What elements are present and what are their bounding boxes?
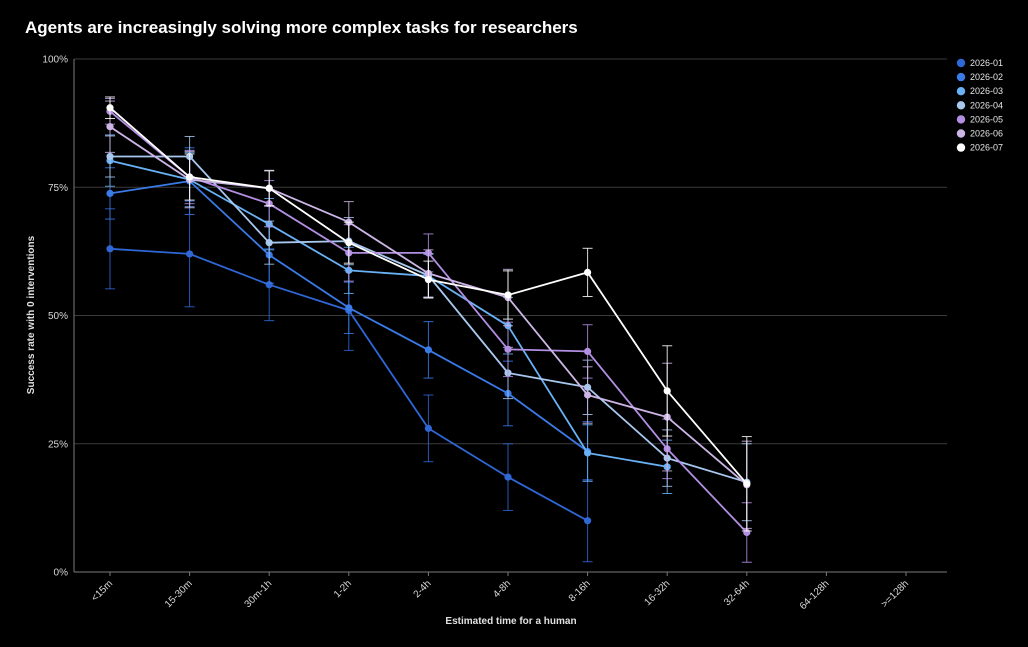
chart-title: Agents are increasingly solving more com… bbox=[25, 18, 578, 37]
legend-swatch bbox=[956, 115, 966, 124]
x-tick-label: 30m-1h bbox=[243, 578, 275, 610]
y-tick-label: 50% bbox=[48, 311, 68, 322]
data-point bbox=[663, 387, 671, 395]
data-point bbox=[504, 291, 512, 299]
data-point bbox=[265, 239, 273, 247]
data-point bbox=[106, 104, 114, 112]
y-axis-label: Success rate with 0 interventions bbox=[26, 235, 37, 394]
x-tick-label: >=128h bbox=[879, 578, 911, 610]
legend-label: 2026-06 bbox=[970, 129, 1003, 139]
x-tick-label: 2-4h bbox=[412, 578, 434, 600]
x-tick-label: 1-2h bbox=[332, 578, 354, 600]
legend-label: 2026-01 bbox=[970, 58, 1003, 68]
legend-label: 2026-07 bbox=[970, 143, 1003, 153]
x-tick-label: 15-30m bbox=[163, 578, 195, 610]
series-line bbox=[109, 159, 668, 468]
y-tick-label: 75% bbox=[48, 183, 68, 194]
series-group bbox=[105, 96, 752, 563]
data-point bbox=[424, 424, 432, 432]
data-point bbox=[584, 517, 592, 525]
data-point bbox=[584, 391, 592, 399]
data-point bbox=[424, 346, 432, 354]
legend-swatch bbox=[956, 58, 966, 68]
data-point bbox=[186, 173, 194, 181]
data-point bbox=[345, 304, 353, 312]
series-2026-02 bbox=[105, 147, 593, 482]
legend-swatch bbox=[956, 143, 966, 152]
data-point bbox=[584, 347, 592, 356]
x-tick-label: 32-64h bbox=[722, 578, 752, 608]
y-tick-label: 0% bbox=[54, 568, 69, 579]
data-point bbox=[106, 245, 114, 253]
grid-lines bbox=[74, 58, 947, 445]
x-tick-label: 8-16h bbox=[567, 578, 593, 604]
y-tick-label: 25% bbox=[48, 439, 68, 450]
x-tick-label: 4-8h bbox=[491, 578, 513, 600]
legend-label: 2026-03 bbox=[970, 86, 1003, 96]
series-2026-07 bbox=[105, 96, 752, 532]
legend: 2026-01 2026-02 2026-03 2026-04 2026-05 2026-… bbox=[956, 58, 1003, 153]
data-point bbox=[584, 449, 592, 457]
x-tick-label: 64-128h bbox=[798, 578, 832, 612]
data-point bbox=[504, 345, 512, 353]
legend-label: 2026-04 bbox=[970, 100, 1003, 110]
data-point bbox=[345, 239, 353, 247]
data-point bbox=[106, 152, 114, 161]
legend-swatch bbox=[956, 72, 966, 82]
data-point bbox=[265, 184, 273, 192]
data-point bbox=[106, 189, 114, 198]
legend-swatch bbox=[956, 101, 966, 110]
x-tick-label: <15m bbox=[89, 578, 115, 604]
data-point bbox=[584, 268, 592, 277]
legend-swatch bbox=[956, 87, 966, 96]
legend-swatch bbox=[956, 129, 966, 138]
x-tick-label: 16-32h bbox=[643, 578, 673, 608]
x-axis-label: Estimated time for a human bbox=[445, 616, 576, 627]
data-point bbox=[504, 473, 512, 481]
data-point bbox=[186, 250, 194, 258]
data-point bbox=[424, 275, 432, 284]
legend-label: 2026-02 bbox=[970, 72, 1003, 82]
data-point bbox=[106, 123, 114, 131]
y-tick-label: 100% bbox=[42, 55, 68, 66]
legend-label: 2026-05 bbox=[970, 114, 1003, 124]
data-point bbox=[743, 480, 751, 488]
